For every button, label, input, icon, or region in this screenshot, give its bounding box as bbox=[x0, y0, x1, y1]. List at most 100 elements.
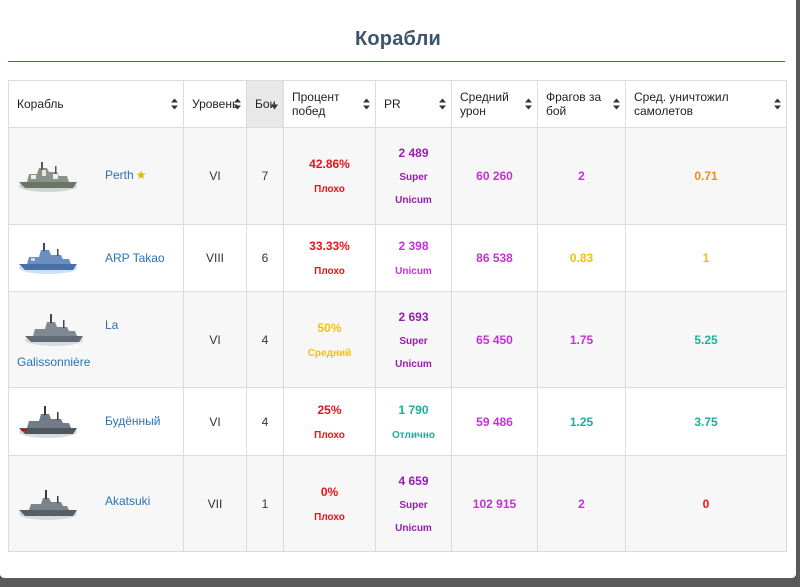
avg-damage-cell: 60 260 bbox=[451, 127, 538, 225]
column-header-planes[interactable]: Сред. уничтожил самолетов bbox=[625, 80, 787, 128]
title-divider bbox=[8, 61, 785, 62]
star-icon: ★ bbox=[135, 168, 147, 182]
ship-cell: ARP Takao bbox=[8, 224, 184, 292]
planes-cell: 5.25 bbox=[625, 291, 787, 388]
ships-modal: Корабли Корабль Уровень bbox=[0, 0, 796, 578]
pr-rating-line2: Unicum bbox=[395, 195, 432, 206]
pr-rating: Super bbox=[399, 335, 428, 347]
background-overlay bbox=[0, 578, 800, 587]
battles-cell: 1 bbox=[246, 455, 284, 552]
winrate-value: 42.86% bbox=[309, 157, 350, 171]
table-row: Akatsuki VII 1 0% Плохо 4 659 Super Unic… bbox=[8, 455, 787, 552]
pr-value: 1 790 bbox=[398, 402, 429, 417]
ship-link[interactable]: Akatsuki bbox=[105, 494, 151, 508]
battles-cell: 4 bbox=[246, 387, 284, 456]
winrate-value: 25% bbox=[317, 402, 342, 417]
winrate-rating: Средний bbox=[307, 347, 352, 359]
ship-cell: La Galissonnière bbox=[8, 291, 184, 388]
pr-cell: 2 398 Unicum bbox=[375, 224, 452, 292]
frags-cell: 1.75 bbox=[537, 291, 626, 388]
pr-rating: Super bbox=[399, 172, 428, 183]
ship-link[interactable]: ARP Takao bbox=[105, 251, 165, 265]
page-title: Корабли bbox=[354, 28, 442, 50]
column-header-battles[interactable]: Бои bbox=[246, 80, 284, 128]
winrate-rating: Плохо bbox=[314, 511, 345, 523]
planes-cell: 0 bbox=[625, 455, 787, 552]
sort-icon bbox=[363, 98, 370, 110]
ship-cell: Akatsuki bbox=[8, 455, 184, 552]
pr-cell: 4 659 Super Unicum bbox=[375, 455, 452, 552]
tier-cell: VII bbox=[183, 455, 247, 552]
planes-cell: 1 bbox=[625, 224, 787, 292]
ship-perth-image bbox=[19, 162, 77, 192]
table-row: Perth ★ VI 7 42.86% Плохо 2 489 Super Uni… bbox=[8, 127, 787, 225]
pr-cell: 2 489 Super Unicum bbox=[375, 127, 452, 225]
frags-cell: 1.25 bbox=[537, 387, 626, 456]
pr-value: 4 659 bbox=[398, 473, 429, 488]
winrate-cell: 33.33% Плохо bbox=[283, 224, 376, 292]
ship-cell: Perth ★ bbox=[8, 127, 184, 225]
sort-icon bbox=[171, 98, 178, 110]
table-row: La Galissonnière VI 4 50% Средний 2 693 … bbox=[8, 291, 787, 388]
ships-table: Корабль Уровень Бои Процент побед PR bbox=[8, 80, 787, 552]
winrate-rating: Плохо bbox=[314, 429, 345, 441]
avg-damage-cell: 59 486 bbox=[451, 387, 538, 456]
battles-cell: 7 bbox=[246, 127, 284, 225]
pr-rating: Unicum bbox=[395, 266, 432, 277]
pr-value: 2 398 bbox=[398, 239, 429, 253]
frags-cell: 2 bbox=[537, 455, 626, 552]
pr-cell: 2 693 Super Unicum bbox=[375, 291, 452, 388]
ship-budyonny-image bbox=[19, 405, 77, 438]
pr-cell: 1 790 Отлично bbox=[375, 387, 452, 456]
winrate-rating: Плохо bbox=[314, 184, 345, 195]
ship-cell: Будённый bbox=[8, 387, 184, 456]
frags-cell: 0.83 bbox=[537, 224, 626, 292]
column-header-ship[interactable]: Корабль bbox=[8, 80, 184, 128]
sort-icon bbox=[774, 98, 781, 110]
winrate-value: 50% bbox=[317, 320, 342, 335]
winrate-cell: 42.86% Плохо bbox=[283, 127, 376, 225]
page-scrollbar[interactable] bbox=[796, 0, 800, 578]
pr-rating-line2: Unicum bbox=[395, 358, 432, 370]
tier-cell: VI bbox=[183, 387, 247, 456]
sort-icon bbox=[234, 98, 241, 110]
column-header-winrate[interactable]: Процент побед bbox=[283, 80, 376, 128]
frags-cell: 2 bbox=[537, 127, 626, 225]
sort-icon bbox=[525, 98, 532, 110]
column-header-frags[interactable]: Фрагов за бой bbox=[537, 80, 626, 128]
tier-cell: VI bbox=[183, 127, 247, 225]
tier-cell: VI bbox=[183, 291, 247, 388]
winrate-cell: 50% Средний bbox=[283, 291, 376, 388]
column-header-avg-damage[interactable]: Средний урон bbox=[451, 80, 538, 128]
avg-damage-cell: 86 538 bbox=[451, 224, 538, 292]
planes-cell: 3.75 bbox=[625, 387, 787, 456]
ship-link[interactable]: Perth ★ bbox=[105, 168, 147, 182]
table-row: ARP Takao VIII 6 33.33% Плохо 2 398 Unic… bbox=[8, 224, 787, 292]
avg-damage-cell: 102 915 bbox=[451, 455, 538, 552]
avg-damage-cell: 65 450 bbox=[451, 291, 538, 388]
pr-rating-line2: Unicum bbox=[395, 522, 432, 534]
pr-rating: Отлично bbox=[392, 429, 435, 441]
pr-rating: Super bbox=[399, 499, 428, 511]
ship-akatsuki-image bbox=[19, 489, 77, 520]
ship-link-line2[interactable]: Galissonnière bbox=[17, 355, 91, 369]
pr-value: 2 489 bbox=[398, 146, 429, 160]
battles-cell: 6 bbox=[246, 224, 284, 292]
tier-cell: VIII bbox=[183, 224, 247, 292]
ship-link-line1[interactable]: La bbox=[105, 318, 119, 332]
column-header-pr[interactable]: PR bbox=[375, 80, 452, 128]
table-header-row: Корабль Уровень Бои Процент побед PR bbox=[8, 80, 787, 128]
sort-icon bbox=[613, 98, 620, 110]
sort-icon bbox=[439, 98, 446, 110]
winrate-cell: 0% Плохо bbox=[283, 455, 376, 552]
column-header-tier[interactable]: Уровень bbox=[183, 80, 247, 128]
winrate-rating: Плохо bbox=[314, 266, 345, 277]
ship-arp-takao-image bbox=[19, 243, 77, 274]
sort-desc-icon bbox=[271, 104, 278, 110]
winrate-value: 33.33% bbox=[309, 239, 350, 253]
winrate-value: 0% bbox=[320, 484, 339, 499]
winrate-cell: 25% Плохо bbox=[283, 387, 376, 456]
ship-link[interactable]: Будённый bbox=[105, 414, 161, 428]
pr-value: 2 693 bbox=[398, 309, 429, 324]
planes-cell: 0.71 bbox=[625, 127, 787, 225]
